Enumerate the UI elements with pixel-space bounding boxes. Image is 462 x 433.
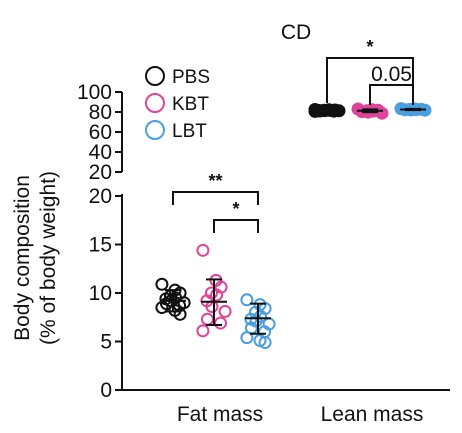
significance-annotations: ****0.05 [172,37,414,233]
data-point [240,331,254,345]
y-tick-label-lower: 20 [89,185,112,208]
significance-label: * [366,37,373,57]
x-category-label: Fat mass [177,403,263,426]
legend-marker [145,66,165,86]
data-point [375,106,389,120]
legend-marker [145,120,165,140]
y-tick-label-upper: 60 [89,121,112,144]
significance-label: * [232,199,239,219]
legend-label: LBT [172,121,207,142]
data-point [173,307,187,321]
y-tick-label-upper: 100 [77,81,112,104]
significance-label: 0.05 [371,63,412,86]
y-tick-label-upper: 40 [89,141,112,164]
significance-bracket [172,191,259,205]
significance-bracket [326,57,414,103]
y-tick-label-lower: 5 [100,331,112,354]
significance-bracket [213,219,259,233]
y-tick-label-lower: 15 [89,234,112,257]
y-tick-label-lower: 0 [100,379,112,402]
significance-bracket [369,84,414,105]
y-tick-label-upper: 20 [89,161,112,184]
legend-label: PBS [172,67,210,88]
legend-marker [145,93,165,113]
x-category-label: Lean mass [321,403,424,426]
data-point [196,243,210,257]
data-point [200,312,214,326]
data-point [214,316,228,330]
data-point [258,335,272,349]
data-point [218,304,232,318]
y-axis-label-line1: Body composition [11,175,34,341]
y-axis-label-line2: (% of body weight) [37,171,60,345]
data-marks [155,102,432,349]
data-point [196,324,210,338]
chart-title: CD [281,21,311,44]
legend: PBS KBT LBT [145,66,210,142]
legend-label: KBT [172,94,209,115]
data-point [240,293,254,307]
y-tick-label-upper: 80 [89,101,112,124]
data-point [210,288,224,302]
data-point [155,301,169,315]
significance-label: ** [208,171,222,191]
data-point [155,277,169,291]
y-tick-label-lower: 10 [89,282,112,305]
